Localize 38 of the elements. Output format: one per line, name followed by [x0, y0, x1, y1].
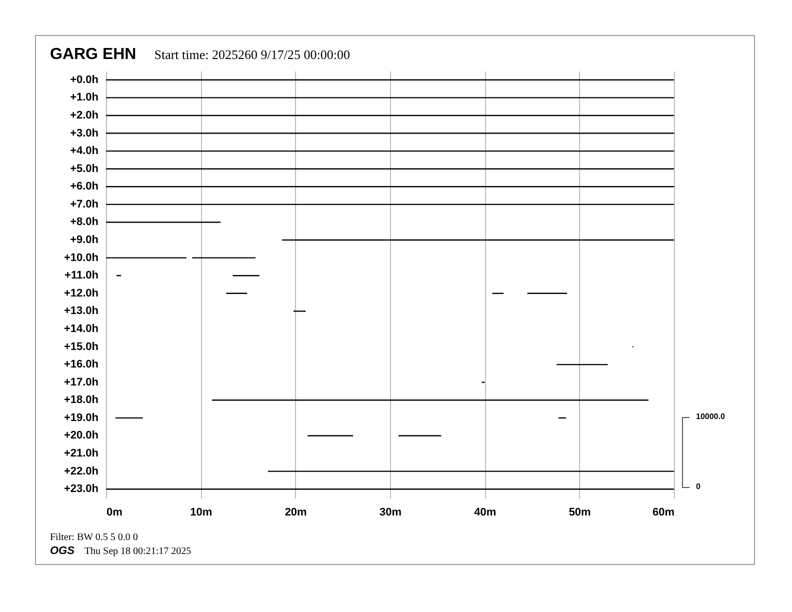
y-tick-label: +7.0h [70, 198, 99, 210]
y-tick-label: +15.0h [64, 340, 99, 353]
y-tick-label: +16.0h [64, 358, 99, 371]
y-tick-label: +5.0h [70, 162, 99, 175]
y-tick-label: +11.0h [64, 270, 99, 282]
y-tick-label: +20.0h [64, 430, 99, 442]
y-tick-label: +23.0h [64, 483, 99, 496]
y-tick-label: +2.0h [70, 109, 99, 122]
chart-title: GARG EHN [50, 46, 136, 63]
x-tick-label: 30m [379, 506, 402, 518]
y-tick-label: +8.0h [70, 216, 99, 228]
y-tick-label: +10.0h [64, 252, 99, 264]
text: Filter: BW 0.5 5 0.0 0 [50, 531, 139, 545]
x-tick-label: 60m [652, 506, 675, 518]
chart-subtitle: Start time: 2025260 9/17/25 00:00:00 [154, 47, 350, 62]
y-tick-label: +22.0h [64, 465, 99, 478]
text: 10000.0 [696, 412, 725, 421]
x-tick-label: 50m [568, 506, 592, 518]
y-tick-label: +14.0h [64, 322, 99, 335]
x-tick-label: 40m [474, 506, 496, 518]
y-tick-label: +9.0h [70, 234, 99, 246]
text: 0 [696, 482, 700, 491]
y-tick-label: +1.0h [70, 92, 99, 104]
y-tick-label: +21.0h [64, 448, 99, 460]
y-tick-label: +18.0h [64, 394, 99, 406]
y-tick-label: +3.0h [70, 127, 99, 140]
x-tick-label: 0m [106, 506, 123, 518]
y-tick-label: +0.0h [70, 74, 99, 86]
x-tick-label: 10m [190, 506, 212, 518]
y-tick-label: +4.0h [70, 145, 99, 158]
text: OGS [50, 545, 74, 557]
y-tick-label: +13.0h [64, 305, 99, 318]
x-tick-label: 20m [284, 506, 308, 518]
y-tick-label: +12.0h [64, 287, 99, 300]
y-tick-label: +19.0h [64, 412, 99, 424]
text: Thu Sep 18 00:21:17 2025 [84, 546, 192, 557]
y-tick-label: +6.0h [70, 180, 99, 193]
y-tick-label: +17.0h [64, 376, 99, 388]
